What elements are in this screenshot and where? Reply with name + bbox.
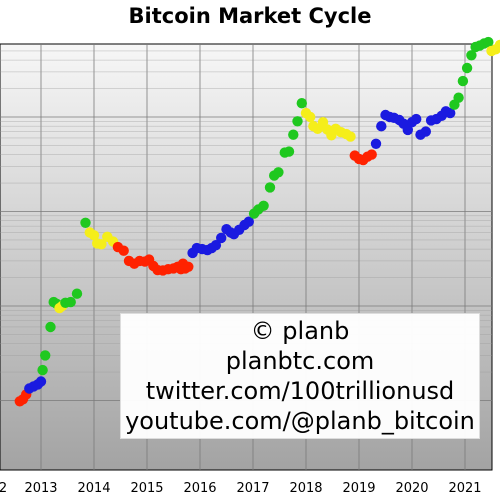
data-points [14,36,500,407]
data-point-green [65,296,76,308]
watermark-website-link[interactable]: planbtc.com [225,347,375,375]
data-point-yellow [305,111,316,123]
watermark-copyright: © planb [250,317,350,345]
data-point-blue [370,138,382,149]
watermark-twitter-link[interactable]: twitter.com/100trillionusd [145,377,455,405]
x-tick-label: 2015 [130,481,163,496]
data-point-blue [402,124,413,136]
data-point-red [183,261,194,272]
chart-title: Bitcoin Market Cycle [128,4,372,28]
data-point-green [71,288,83,299]
data-point-blue [420,126,431,137]
watermark-box: © planb planbtc.com twitter.com/100trill… [120,313,480,439]
data-point-green [283,146,295,157]
data-point-green [45,321,56,333]
data-point-blue [35,376,47,387]
data-point-green [453,92,464,103]
data-point-blue [411,113,422,125]
data-point-yellow [494,39,500,51]
x-tick-label: 2018 [289,481,322,496]
x-tick-label: 2 [0,481,7,496]
data-point-green [273,167,284,178]
data-point-blue [376,121,387,132]
data-point-blue [243,216,254,227]
data-point-green [264,182,276,193]
data-point-green [466,50,477,61]
data-point-green [40,350,51,361]
data-point-blue [210,240,222,251]
x-tick-label: 2019 [342,481,375,496]
x-tick-label: 2021 [448,481,481,496]
data-point-green [461,62,473,74]
data-point-blue [216,232,227,244]
x-tick-label: 2016 [183,481,216,496]
data-point-green [296,98,307,109]
x-tick-label: 2020 [395,481,428,496]
watermark-youtube-link[interactable]: youtube.com/@planb_bitcoin [125,407,475,435]
data-point-green [292,116,303,127]
data-point-green [37,364,48,376]
data-point-green [483,36,494,48]
x-axis-ticks: 2 2013 2014 2015 2016 2017 2018 2019 2020 2021 [0,481,482,496]
data-point-red [118,245,129,256]
data-point-yellow [345,131,356,142]
data-point-red [366,149,377,160]
data-point-green [457,75,469,87]
data-point-green [80,217,91,228]
data-point-yellow [88,230,100,241]
x-tick-label: 2013 [24,481,57,496]
data-point-green [288,129,299,140]
x-tick-label: 2017 [236,481,269,496]
data-point-blue [445,107,456,119]
data-point-yellow [96,239,107,250]
data-point-green [258,200,269,211]
x-tick-label: 2014 [77,481,110,496]
